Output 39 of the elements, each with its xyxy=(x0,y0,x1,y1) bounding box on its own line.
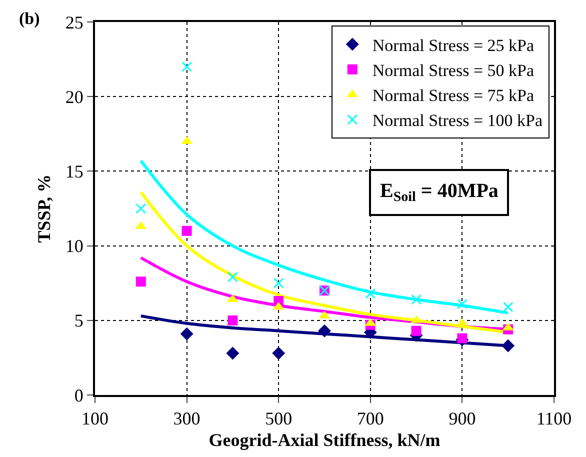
y-tick-label: 25 xyxy=(65,12,84,32)
legend-label: Normal Stress = 25 kPa xyxy=(372,36,534,55)
point xyxy=(411,326,422,336)
point xyxy=(228,315,238,326)
point xyxy=(365,288,376,299)
point xyxy=(502,302,514,312)
y-tick-label: 10 xyxy=(65,236,84,256)
legend-label: Normal Stress = 75 kPa xyxy=(372,86,534,106)
y-axis-title: TSSP, % xyxy=(34,174,54,243)
point xyxy=(180,327,194,340)
x-tick-label: 500 xyxy=(265,408,292,429)
x-axis-title: Geogrid-Axial Stiffness, kN/m xyxy=(208,430,440,450)
point xyxy=(182,62,192,72)
line-series xyxy=(139,159,510,314)
point xyxy=(136,203,146,214)
x-tick-label: 300 xyxy=(173,408,200,429)
point xyxy=(273,278,284,288)
point xyxy=(136,276,146,287)
y-tick-label: 5 xyxy=(74,310,84,331)
y-tick-label: 0 xyxy=(74,385,84,406)
point xyxy=(318,324,331,338)
legend-label: Normal Stress = 100 kPa xyxy=(372,111,543,130)
point xyxy=(457,333,468,344)
point xyxy=(272,346,286,360)
legend-label: Normal Stress = 50 kPa xyxy=(372,61,534,80)
point xyxy=(226,346,240,360)
annotation: E$_{Soil}$ = 40MPa xyxy=(380,180,498,206)
point xyxy=(411,294,422,305)
point xyxy=(227,272,238,282)
x-tick-label: 700 xyxy=(356,408,384,429)
text: (b) xyxy=(19,9,40,28)
point xyxy=(502,339,515,352)
point xyxy=(182,226,192,236)
y-tick-label: 20 xyxy=(65,86,84,107)
point xyxy=(456,298,468,310)
x-tick-label: 1100 xyxy=(536,408,572,429)
x-tick-label: 900 xyxy=(448,408,476,429)
y-tick-label: 15 xyxy=(65,162,84,182)
x-tick-label: 100 xyxy=(82,408,108,429)
